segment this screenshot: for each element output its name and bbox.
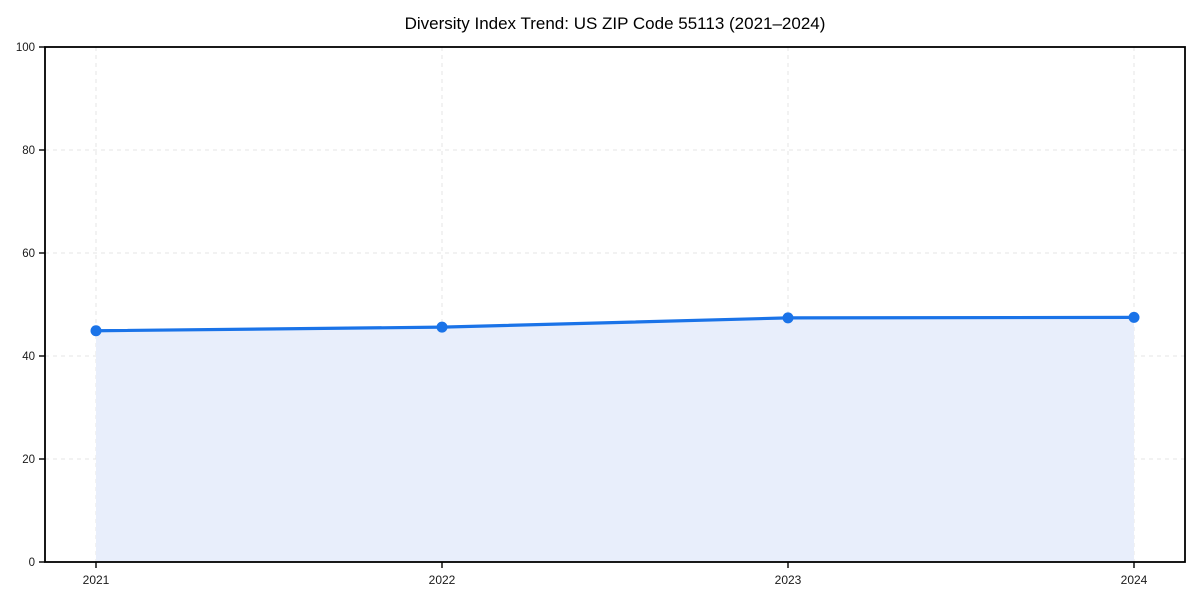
- data-point-marker: [782, 312, 794, 324]
- x-tick-label: 2023: [775, 573, 802, 587]
- y-tick-label: 40: [22, 351, 35, 363]
- y-tick-label: 20: [22, 454, 35, 466]
- area-fill: [96, 317, 1134, 562]
- y-tick-label: 80: [22, 145, 35, 157]
- x-tick-label: 2024: [1121, 573, 1148, 587]
- x-tick-label: 2022: [429, 573, 456, 587]
- y-tick-label: 60: [22, 248, 35, 260]
- x-tick-label: 2021: [83, 573, 110, 587]
- y-tick-label: 0: [29, 557, 35, 569]
- plot-spines: [44, 46, 1186, 563]
- chart-title: Diversity Index Trend: US ZIP Code 55113…: [404, 14, 826, 33]
- data-point-marker: [90, 325, 102, 337]
- y-tick-label: 100: [16, 42, 35, 54]
- data-point-marker: [1128, 311, 1140, 323]
- data-point-marker: [436, 321, 448, 333]
- data-line: [94, 315, 1136, 333]
